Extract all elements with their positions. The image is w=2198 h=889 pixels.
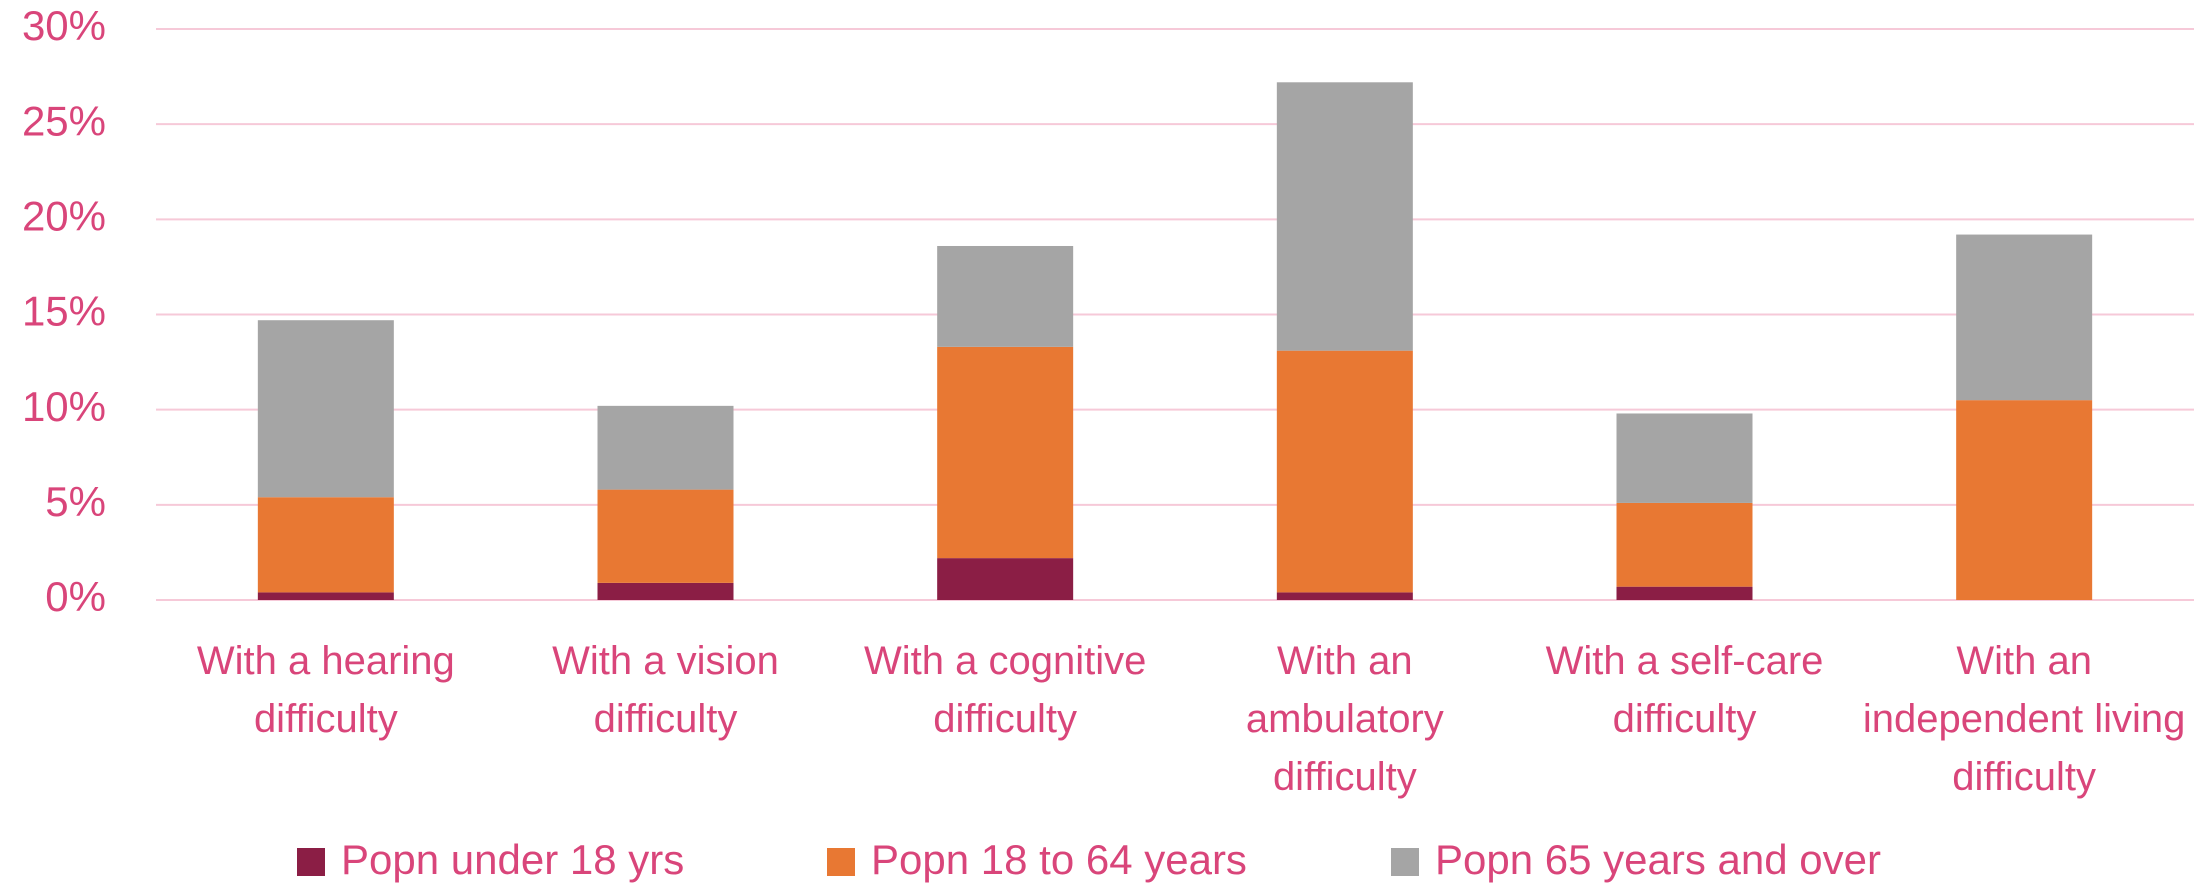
bar-segment <box>937 346 1074 559</box>
bar-segment <box>1276 82 1413 351</box>
y-tick-label: 5% <box>45 478 106 525</box>
bar-segment <box>597 405 734 490</box>
x-tick-label: With an ambulatory difficulty <box>1245 639 1444 799</box>
y-tick-label: 25% <box>22 97 106 144</box>
legend-label: Popn 18 to 64 years <box>871 836 1247 883</box>
bar-segment <box>937 558 1074 600</box>
bar-segment <box>257 320 394 498</box>
bar-segment <box>1276 350 1413 593</box>
legend-swatch <box>1391 848 1419 876</box>
legend-label: Popn under 18 yrs <box>341 836 684 883</box>
bar-segment <box>937 245 1074 347</box>
bar-segment <box>1616 413 1753 503</box>
legend-swatch <box>297 848 325 876</box>
x-tick-label: With an independent living difficulty <box>1862 639 2186 799</box>
bar-segment <box>1276 592 1413 600</box>
x-tick-label: With a hearing difficulty <box>196 639 455 741</box>
bar-segment <box>1956 234 2093 401</box>
x-tick-label: With a vision difficulty <box>552 639 779 741</box>
y-tick-label: 30% <box>22 2 106 49</box>
bar-segment <box>257 497 394 593</box>
bar-segment <box>1956 400 2093 600</box>
x-tick-label: With a cognitive difficulty <box>863 639 1147 741</box>
bar-segment <box>257 592 394 600</box>
bar-segment <box>1616 586 1753 600</box>
y-tick-label: 15% <box>22 288 106 335</box>
legend-label: Popn 65 years and over <box>1435 836 1881 883</box>
y-tick-label: 20% <box>22 192 106 239</box>
bar-segment <box>597 582 734 600</box>
bar-segment <box>1616 502 1753 587</box>
bar-segment <box>597 489 734 583</box>
x-tick-label: With a self-care difficulty <box>1545 639 1824 741</box>
y-tick-label: 0% <box>45 573 106 620</box>
legend-swatch <box>827 848 855 876</box>
y-tick-label: 10% <box>22 383 106 430</box>
